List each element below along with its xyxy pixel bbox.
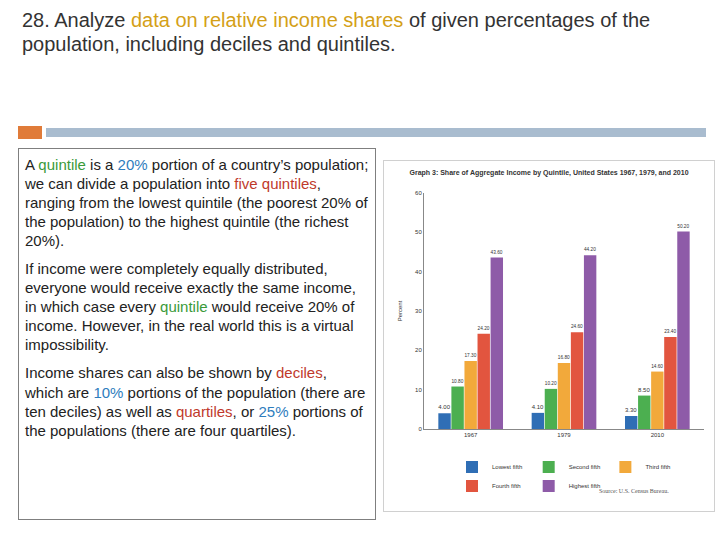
svg-text:50: 50 xyxy=(415,229,422,235)
html-text:If income were completely equa: If income were completely equally distri… xyxy=(25,260,356,354)
svg-text:3.30: 3.30 xyxy=(625,407,637,413)
svg-text:24.60: 24.60 xyxy=(571,324,583,329)
svg-text:20: 20 xyxy=(415,347,422,353)
svg-text:1967: 1967 xyxy=(464,432,478,438)
svg-text:40: 40 xyxy=(415,269,422,275)
svg-text:23.40: 23.40 xyxy=(664,329,676,334)
svg-text:10: 10 xyxy=(415,387,422,393)
svg-text:50.20: 50.20 xyxy=(677,224,689,229)
svg-text:16.80: 16.80 xyxy=(558,355,570,360)
svg-text:30: 30 xyxy=(415,308,422,314)
svg-text:14.60: 14.60 xyxy=(651,364,663,369)
svg-text:17.30: 17.30 xyxy=(464,353,476,358)
svg-text:10.20: 10.20 xyxy=(545,381,557,386)
svg-text:0: 0 xyxy=(418,426,422,432)
svg-text:Lowest fifth: Lowest fifth xyxy=(492,464,522,470)
svg-text:Percent: Percent xyxy=(397,300,403,321)
svg-text:1979: 1979 xyxy=(557,432,571,438)
svg-text:60: 60 xyxy=(415,190,422,196)
svg-text:8.50: 8.50 xyxy=(638,387,650,393)
svg-text:43.60: 43.60 xyxy=(491,250,503,255)
html-text:28. Analyze data on relative i: 28. Analyze data on relative income shar… xyxy=(22,9,651,56)
svg-text:Fourth fifth: Fourth fifth xyxy=(492,483,521,489)
svg-text:Source: U.S. Census Bureau.: Source: U.S. Census Bureau. xyxy=(599,488,669,494)
svg-text:44.20: 44.20 xyxy=(584,247,596,252)
svg-text:Highest fifth: Highest fifth xyxy=(569,483,601,489)
svg-text:2010: 2010 xyxy=(651,432,665,438)
svg-text:Third fifth: Third fifth xyxy=(645,464,670,470)
html-text:Income shares can also be show: Income shares can also be shown by decil… xyxy=(25,364,366,439)
svg-text:4.10: 4.10 xyxy=(532,404,544,410)
svg-text:Second fifth: Second fifth xyxy=(569,464,601,470)
svg-text:Graph 3: Share of Aggregate In: Graph 3: Share of Aggregate Income by Qu… xyxy=(409,169,688,177)
svg-text:4.00: 4.00 xyxy=(438,404,450,410)
svg-text:24.20: 24.20 xyxy=(478,326,490,331)
svg-text:10.80: 10.80 xyxy=(451,379,463,384)
html-text:A quintile is a 20% portion of: A quintile is a 20% portion of a country… xyxy=(25,156,369,250)
